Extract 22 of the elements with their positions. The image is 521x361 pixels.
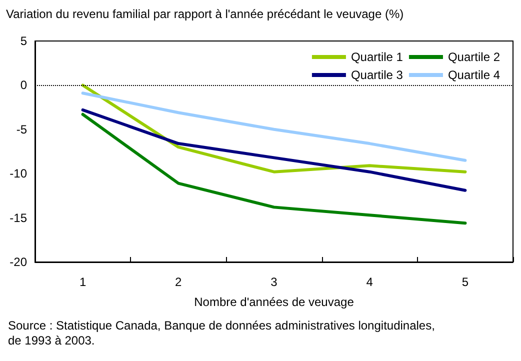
line-series <box>81 84 467 174</box>
y-tick-label: -10 <box>10 166 28 181</box>
x-tick-label: 3 <box>270 275 278 289</box>
legend-label: Quartile 3 <box>350 68 404 82</box>
source-note: Source : Statistique Canada, Banque de données administratives longitudinales, de 1993 à 2003. <box>8 318 438 348</box>
y-tick-label: 0 <box>20 78 28 92</box>
x-tick-label: 4 <box>366 275 374 289</box>
line-series <box>81 92 467 162</box>
y-tick-label: 5 <box>20 34 28 48</box>
x-tick-label: 5 <box>462 275 469 289</box>
y-tick-label: -20 <box>10 255 28 269</box>
legend-label: Quartile 2 <box>448 50 500 64</box>
x-axis-title: Nombre d'années de veuvage <box>194 295 354 309</box>
line-series <box>81 108 467 192</box>
line-series <box>81 112 467 225</box>
legend-label: Quartile 4 <box>448 68 500 82</box>
x-tick-label: 1 <box>79 275 86 289</box>
y-tick-label: -5 <box>16 122 28 136</box>
y-axis-title: Variation du revenu familial par rapport à l'année précédant le veuvage (%) <box>6 7 404 21</box>
y-tick-label: -15 <box>10 210 28 225</box>
x-tick-label: 2 <box>175 275 182 289</box>
legend-label: Quartile 1 <box>350 50 404 64</box>
